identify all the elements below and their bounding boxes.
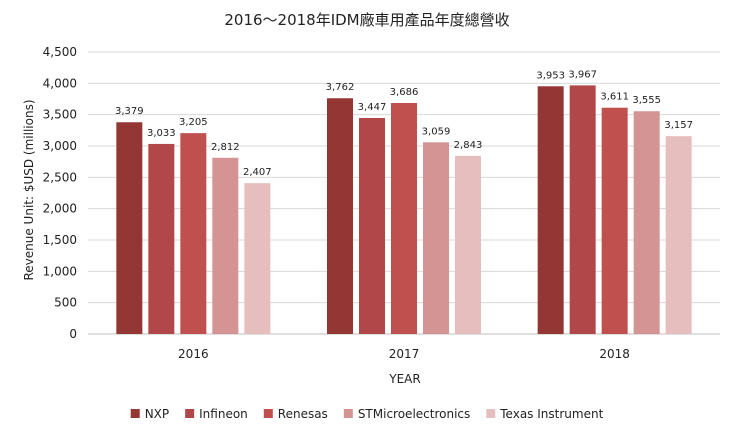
bar-stmicroelectronics-2016 [212,157,239,334]
data-label-nxp-2017: 3,762 [326,82,355,93]
y-tick-label: 4,500 [43,45,77,59]
chart-title: 2016～2018年IDM廠車用產品年度總營收 [224,11,509,29]
bar-nxp-2017 [327,98,353,334]
y-tick-label: 4,000 [43,76,77,90]
y-tick-label: 1,000 [43,264,77,278]
bar-infineon-2018 [569,85,596,334]
data-label-nxp-2016: 3,379 [115,106,144,117]
bar-nxp-2018 [537,86,564,335]
legend-item-stmicroelectronics: STMicroelectronics [343,407,470,421]
y-tick-label: 0 [69,327,77,341]
bar-infineon-2016 [148,143,175,334]
y-tick-label: 3,500 [43,108,77,122]
legend-swatch [263,409,273,418]
legend-swatch [486,409,496,418]
bar-texas-instrument-2016 [244,183,271,334]
data-label-stmicroelectronics-2016: 2,812 [211,142,240,153]
data-label-texas-instrument-2017: 2,843 [454,140,483,151]
legend-item-renesas: Renesas [263,407,328,421]
data-label-renesas-2018: 3,611 [600,92,629,103]
data-label-infineon-2016: 3,033 [147,128,176,139]
x-category-label: 2018 [599,347,630,361]
bar-renesas-2016 [180,133,207,334]
legend-label: Infineon [199,407,248,421]
legend-label: Renesas [278,407,328,421]
x-axis-categories: 2016 2017 2018 [178,347,630,361]
bar-texas-instrument-2017 [455,155,481,334]
bar-nxp-2016 [116,122,143,335]
y-tick-label: 1,500 [43,233,77,247]
y-tick-label: 2,500 [43,170,77,184]
legend-swatch [130,409,140,418]
data-label-renesas-2016: 3,205 [179,117,208,128]
y-tick-label: 3,000 [43,139,77,153]
legend-swatch [185,409,195,418]
data-label-infineon-2018: 3,967 [568,69,597,80]
data-label-renesas-2017: 3,686 [390,87,419,98]
bar-texas-instrument-2018 [665,136,692,334]
data-label-stmicroelectronics-2018: 3,555 [632,95,661,106]
bar-stmicroelectronics-2017 [423,142,449,334]
legend-item-infineon: Infineon [185,407,248,421]
y-axis-ticks: 0 500 1,000 1,500 2,000 2,500 3,000 3,500 4,000 4… [43,45,77,341]
data-label-texas-instrument-2018: 3,157 [664,120,693,131]
legend-swatch [343,409,353,418]
data-label-stmicroelectronics-2017: 3,059 [422,126,451,137]
x-category-label: 2016 [178,347,209,361]
data-label-infineon-2017: 3,447 [358,102,387,113]
y-axis-label: Revenue Unit: $USD (millions) [22,99,36,280]
x-axis-label: YEAR [388,372,420,386]
legend-label: NXP [145,407,169,421]
bar-infineon-2017 [359,117,385,334]
legend-item-texas-instrument: Texas Instrument [486,407,604,421]
data-label-texas-instrument-2016: 2,407 [243,167,272,178]
legend: NXP Infineon Renesas STMicroelectronics Texa… [130,407,604,421]
bar-stmicroelectronics-2018 [633,111,660,334]
legend-label: Texas Instrument [499,407,603,421]
legend-item-nxp: NXP [130,407,169,421]
bar-renesas-2017 [391,103,417,334]
y-tick-label: 500 [54,296,77,310]
y-tick-label: 2,000 [43,202,77,216]
x-category-label: 2017 [389,347,420,361]
bars [116,85,692,335]
data-label-nxp-2018: 3,953 [536,70,565,81]
bar-renesas-2018 [601,107,628,334]
legend-label: STMicroelectronics [358,407,470,421]
